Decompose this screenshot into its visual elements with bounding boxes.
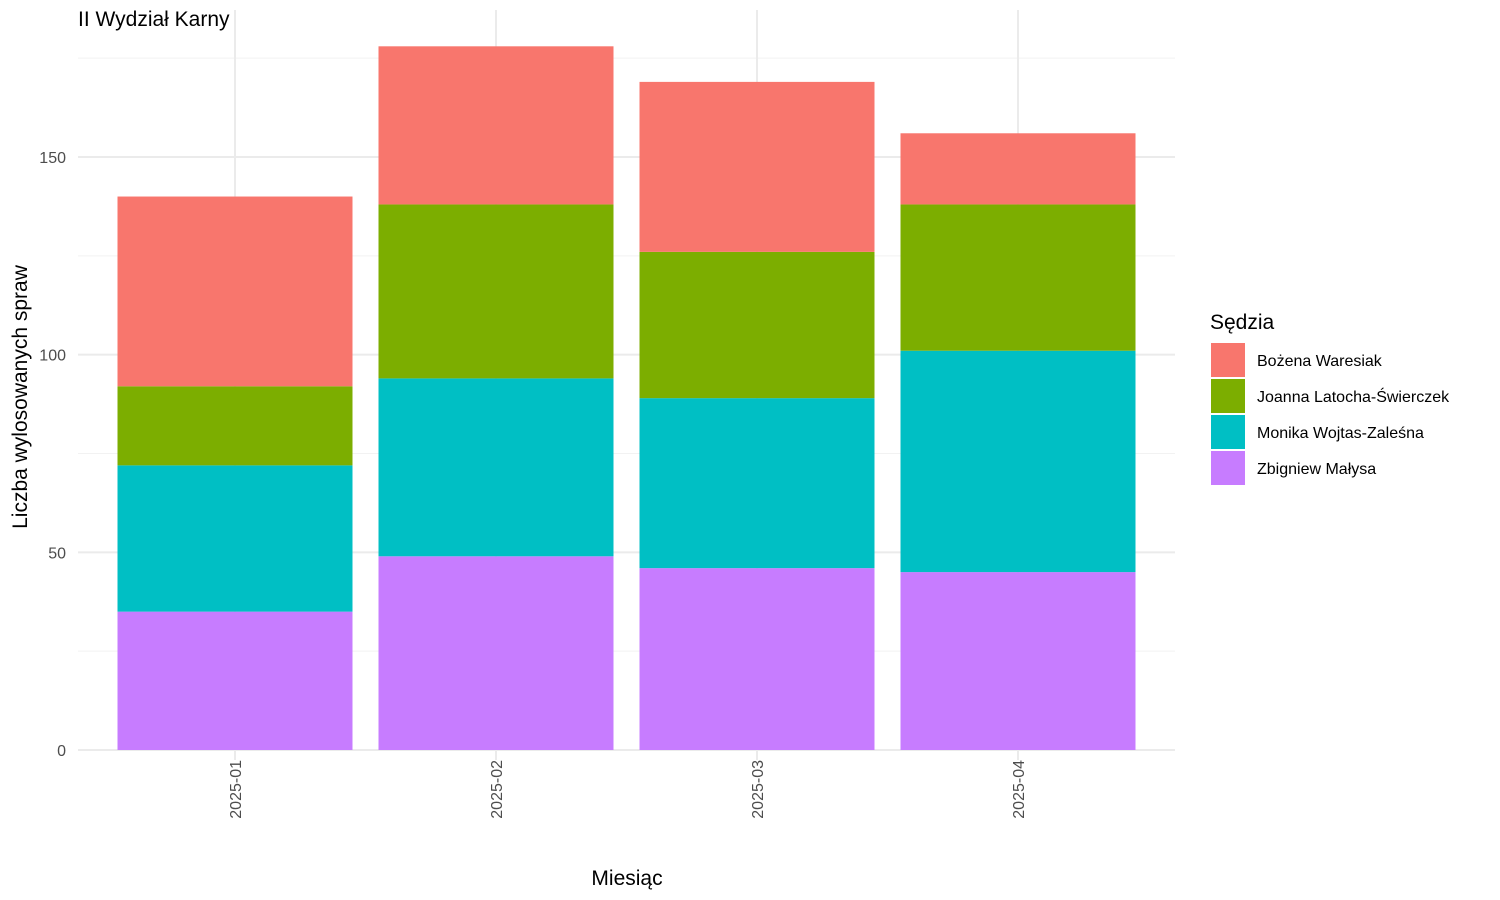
x-tick-label: 2025-03: [750, 760, 767, 819]
legend-label: Zbigniew Małysa: [1257, 461, 1376, 478]
bar-segment: [378, 556, 614, 750]
bar-segment: [639, 398, 875, 569]
bar-segment: [900, 204, 1136, 351]
bar-segment: [117, 196, 353, 387]
legend-swatch: [1211, 343, 1245, 377]
legend-swatch: [1211, 415, 1245, 449]
y-tick-label: 100: [39, 348, 66, 365]
bar-segment: [900, 133, 1136, 205]
bar-segment: [378, 204, 614, 379]
y-axis-ticks: 0 50 100 150: [39, 150, 66, 760]
x-axis-ticks: 2025-01 2025-02 2025-03 2025-04: [228, 760, 1028, 819]
legend-swatch: [1211, 451, 1245, 485]
chart-title: II Wydział Karny: [78, 8, 230, 31]
y-tick-label: 150: [39, 150, 66, 167]
legend-items: Bożena Waresiak Joanna Latocha-Świerczek M…: [1211, 343, 1450, 485]
y-tick-label: 0: [57, 743, 66, 760]
y-tick-label: 50: [48, 545, 66, 562]
bar-segment: [639, 251, 875, 399]
legend-label: Monika Wojtas-Zaleśna: [1257, 425, 1424, 442]
x-tick-label: 2025-01: [228, 760, 245, 819]
x-tick-label: 2025-02: [489, 760, 506, 819]
bars: [117, 46, 1136, 750]
legend-swatch: [1211, 379, 1245, 413]
bar-segment: [639, 81, 875, 252]
bar-segment: [117, 465, 353, 612]
legend-label: Bożena Waresiak: [1257, 353, 1383, 370]
bar-segment: [378, 46, 614, 205]
bar-segment: [117, 611, 353, 750]
bar-segment: [117, 386, 353, 466]
bar-segment: [900, 350, 1136, 573]
y-axis-title: Liczba wylosowanych spraw: [9, 264, 32, 529]
bar-segment: [900, 572, 1136, 750]
x-tick-label: 2025-04: [1011, 760, 1028, 819]
legend-title: Sędzia: [1210, 311, 1275, 334]
legend: Sędzia Bożena Waresiak Joanna Latocha-Świ…: [1210, 311, 1450, 485]
legend-label: Joanna Latocha-Świerczek: [1257, 387, 1450, 406]
x-axis-title: Miesiąc: [591, 867, 662, 890]
bar-segment: [639, 568, 875, 750]
bar-segment: [378, 378, 614, 557]
